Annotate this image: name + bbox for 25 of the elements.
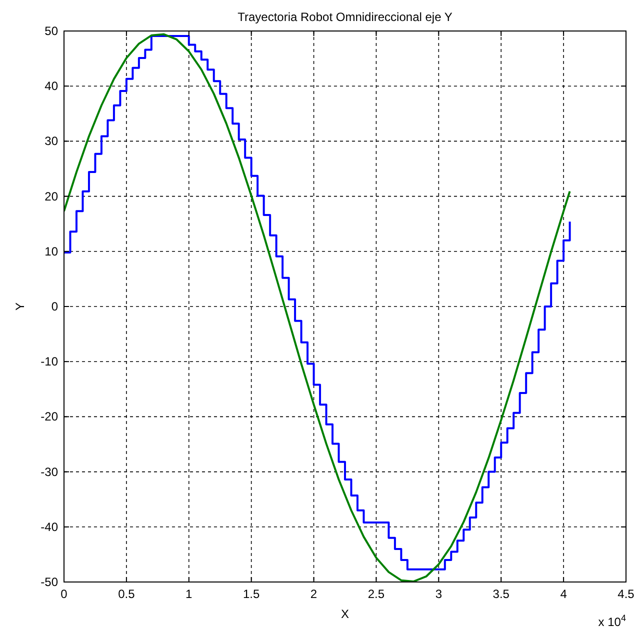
x-tick-label: 1.5 — [242, 587, 260, 601]
y-tick-label: -50 — [40, 575, 58, 589]
x-axis-title: X — [340, 607, 350, 621]
x-tick-label: 4.5 — [618, 587, 635, 601]
y-tick-label: 50 — [44, 24, 58, 38]
y-tick-label: -40 — [40, 520, 58, 534]
x-tick-label: 1 — [186, 587, 193, 601]
y-tick-label: -20 — [40, 410, 58, 424]
text: x 10$^{4}$ — [598, 613, 626, 629]
y-tick-label: 40 — [44, 79, 58, 94]
x-tick-label: 4 — [560, 587, 568, 601]
x-tick-label: 0.5 — [118, 587, 136, 601]
y-tick-label: 0 — [51, 300, 58, 314]
x-tick-label: 2.5 — [368, 587, 385, 601]
y-tick-label: 30 — [44, 134, 58, 148]
x-tick-label: 2 — [310, 587, 318, 601]
y-tick-label: 10 — [44, 244, 58, 258]
chart-title: Trayectoria Robot Omnidireccional eje Y — [238, 10, 452, 24]
y-tick-label: 20 — [44, 189, 58, 204]
x-tick-label: 0 — [60, 587, 68, 601]
y-tick-label: -10 — [40, 354, 58, 369]
x-tick-label: 3 — [435, 587, 442, 601]
x-tick-label: 3.5 — [492, 587, 510, 601]
y-axis-title: Y — [13, 302, 27, 311]
y-tick-label: -30 — [40, 464, 58, 479]
